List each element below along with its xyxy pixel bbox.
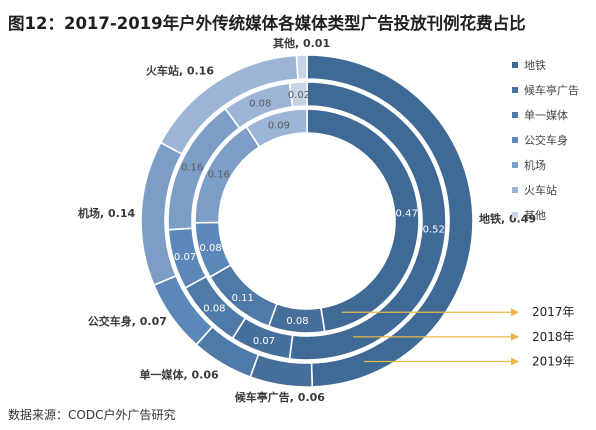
outer-label-6: 火车站, 0.16 — [146, 63, 214, 77]
legend-swatch — [512, 186, 518, 193]
legend-label: 地铁 — [524, 58, 546, 72]
legend-item-5: 机场 — [512, 152, 579, 177]
legend-swatch — [512, 161, 518, 168]
outer-label-2: 候车亭广告, 0.06 — [235, 390, 325, 404]
ring-1-segment-6 — [245, 108, 308, 149]
chart-title: 图12：2017-2019年户外传统媒体各媒体类型广告投放刊例花费占比 — [8, 14, 526, 33]
outer-label-4: 公交车身, 0.07 — [88, 314, 167, 328]
legend-item-2: 候车亭广告 — [512, 77, 579, 102]
legend-item-4: 公交车身 — [512, 127, 579, 152]
year-label-3: 2019年 — [532, 355, 575, 369]
ring-1-value-label-4: 0.08 — [199, 243, 221, 254]
legend-label: 公交车身 — [524, 133, 568, 147]
legend-item-3: 单一媒体 — [512, 102, 579, 127]
chart-legend: 地铁候车亭广告单一媒体公交车身机场火车站其他 — [512, 52, 579, 227]
ring-1-value-label-2: 0.08 — [286, 316, 308, 327]
legend-swatch — [512, 111, 518, 118]
ring-1-value-label-6: 0.09 — [268, 121, 290, 132]
year-label-2: 2018年 — [532, 330, 575, 344]
ring-1-value-label-5: 0.16 — [208, 169, 230, 180]
legend-swatch — [512, 86, 518, 93]
legend-item-1: 地铁 — [512, 52, 579, 77]
year-label-1: 2017年 — [532, 305, 575, 319]
ring-2-value-label-2: 0.07 — [253, 336, 275, 347]
legend-swatch — [512, 211, 518, 218]
ring-2-value-label-4: 0.07 — [174, 252, 196, 263]
ring-2-value-label-6: 0.08 — [249, 98, 271, 109]
legend-label: 火车站 — [524, 183, 557, 197]
legend-swatch — [512, 136, 518, 143]
ring-2-value-label-7: 0.02 — [288, 90, 310, 101]
outer-label-5: 机场, 0.14 — [78, 206, 135, 220]
source-note: 数据来源：CODC户外广告研究 — [8, 408, 176, 422]
legend-label: 候车亭广告 — [524, 83, 579, 97]
legend-label: 机场 — [524, 158, 546, 172]
legend-swatch — [512, 61, 518, 68]
legend-item-6: 火车站 — [512, 177, 579, 202]
outer-label-7: 其他, 0.01 — [273, 36, 330, 50]
ring-2-value-label-3: 0.08 — [203, 303, 225, 314]
legend-label: 其他 — [524, 208, 546, 222]
ring-2-segment-7 — [288, 81, 308, 108]
ring-2-value-label-5: 0.16 — [181, 162, 203, 173]
ring-2-value-label-1: 0.52 — [423, 224, 445, 235]
legend-label: 单一媒体 — [524, 108, 568, 122]
ring-1-value-label-1: 0.47 — [396, 209, 418, 220]
outer-label-1: 地铁, 0.49 — [479, 211, 536, 225]
ring-1-value-label-3: 0.11 — [232, 293, 254, 304]
legend-item-7: 其他 — [512, 202, 579, 227]
ring-3-segment-7 — [295, 54, 308, 81]
outer-label-3: 单一媒体, 0.06 — [139, 368, 218, 382]
